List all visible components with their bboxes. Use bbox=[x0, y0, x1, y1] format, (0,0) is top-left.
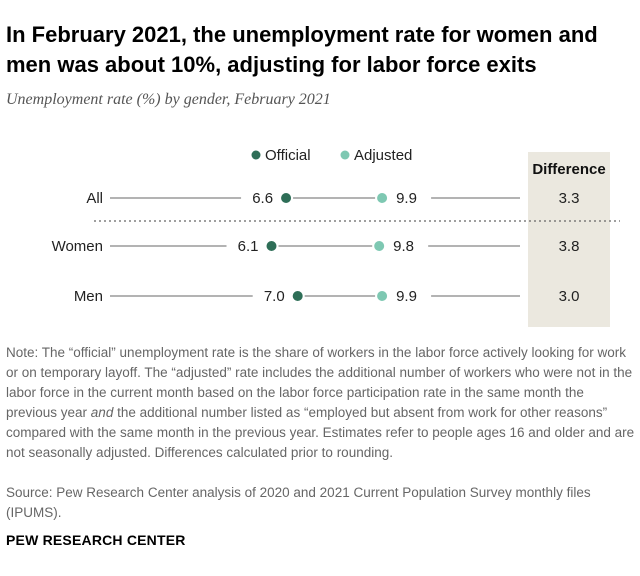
adjusted-dot-men bbox=[377, 291, 388, 301]
adjusted-value-label-women: 9.8 bbox=[393, 238, 414, 255]
difference-value-all: 3.3 bbox=[559, 190, 580, 207]
official-dot-all bbox=[281, 193, 292, 203]
pew-logo-text: PEW RESEARCH CENTER bbox=[6, 532, 186, 548]
official-value-label-women: 6.1 bbox=[238, 238, 259, 255]
legend-official-marker bbox=[251, 150, 261, 160]
difference-header: Difference bbox=[532, 161, 605, 178]
adjusted-value-label-men: 9.9 bbox=[396, 288, 417, 305]
official-dot-men bbox=[292, 291, 303, 301]
difference-column-bg bbox=[528, 152, 610, 327]
difference-value-men: 3.0 bbox=[559, 288, 580, 305]
category-label-all: All bbox=[86, 190, 103, 207]
dot-plot-chart: Difference Official Adjusted All 6.6 9.9 3.3 Wo… bbox=[52, 147, 620, 327]
official-dot-women bbox=[266, 241, 277, 251]
chart-subtitle: Unemployment rate (%) by gender, Februar… bbox=[6, 91, 331, 108]
note-text-end: the additional number listed as “employe… bbox=[6, 405, 635, 460]
adjusted-dot-all bbox=[377, 193, 388, 203]
chart-note: Note: The “official” unemployment rate i… bbox=[6, 343, 636, 463]
legend-official-label: Official bbox=[265, 147, 311, 164]
official-value-label-men: 7.0 bbox=[264, 288, 285, 305]
note-text-start: Note: The “official” unemployment rate i… bbox=[6, 345, 633, 420]
chart-source: Source: Pew Research Center analysis of … bbox=[6, 485, 591, 520]
category-label-men: Men bbox=[74, 288, 103, 305]
legend-adjusted-label: Adjusted bbox=[354, 147, 412, 164]
category-label-women: Women bbox=[52, 238, 103, 255]
legend-adjusted-marker bbox=[340, 150, 350, 160]
adjusted-value-label-all: 9.9 bbox=[396, 190, 417, 207]
adjusted-dot-women bbox=[374, 241, 385, 251]
note-and-emphasis: and bbox=[90, 405, 114, 420]
official-value-label-all: 6.6 bbox=[252, 190, 273, 207]
chart-title: In February 2021, the unemployment rate … bbox=[6, 22, 598, 77]
difference-value-women: 3.8 bbox=[559, 238, 580, 255]
